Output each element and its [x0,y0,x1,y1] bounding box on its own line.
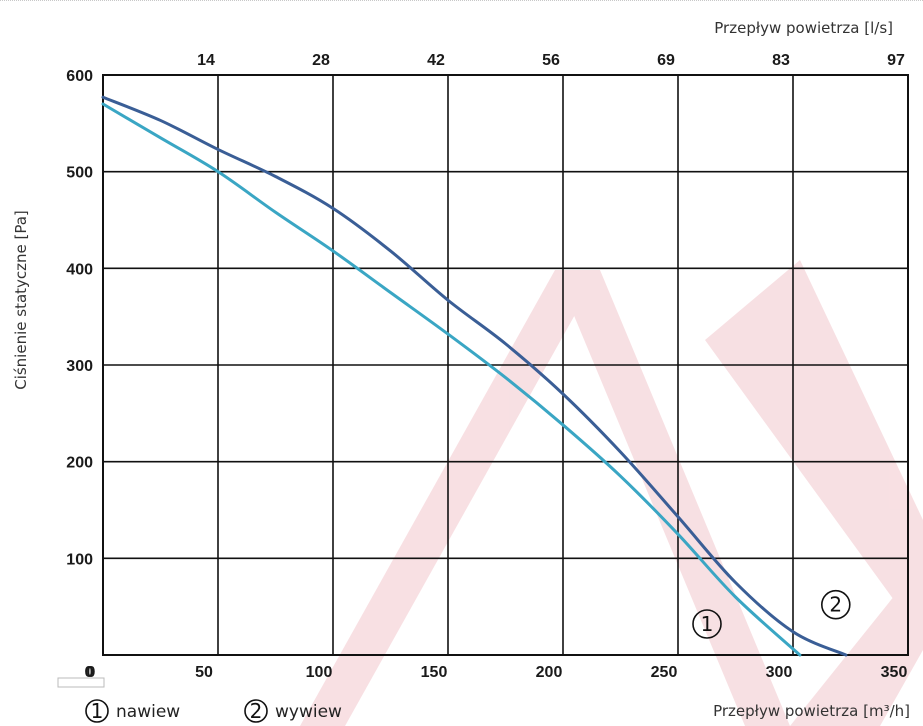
top-tick-label-97: 97 [887,52,905,69]
y-tick-label-300: 300 [66,358,93,375]
x-tick-label-50: 50 [195,664,213,681]
y-tick-label-400: 400 [66,261,93,278]
watermark-stroke-right [705,260,923,640]
top-tick-label-56: 56 [542,52,560,69]
top-tick-label-14: 14 [197,52,215,69]
series-layer: 12 [101,95,851,657]
y-tick-label-600: 600 [66,68,93,85]
x-tick-label-100: 100 [306,664,333,681]
watermark-stroke-mid [555,270,790,726]
x-tick-label-300: 300 [766,664,793,681]
x-tick-label-0: 0 [85,664,94,681]
curve-tag-nawiew: 1 [692,609,722,639]
curve-tag-number-2: 2 [829,593,842,617]
curve-tag-wywiew: 2 [820,589,851,620]
watermark-stroke-left [300,270,600,726]
legend-item-2-tag: 2 [250,699,263,723]
tick-labels: 0 50 100 150 200 250 300 3501002003004005006000… [66,52,907,681]
series-line-nawiew [101,102,802,657]
legend-item-2: 2 wywiew [244,699,342,723]
curve-tag-circle-1 [692,609,722,639]
legend-item-2-label: wywiew [275,702,342,722]
legend-item-1-label: nawiew [116,702,180,722]
top-tick-label-28: 28 [312,52,330,69]
x-tick-label-150: 150 [421,664,448,681]
top-axis-title: Przepływ powietrza [l/s] [714,19,893,37]
y-tick-label-200: 200 [66,455,93,472]
watermark [300,260,923,726]
y-axis-title: Ciśnienie statyczne [Pa] [12,210,30,390]
top-dotted-border [0,0,923,1]
x-tick-label-200: 200 [536,664,563,681]
top-tick-label-69: 69 [657,52,675,69]
bottom-axis-title: Przepływ powietrza [m³/h] [713,702,910,720]
scale-marker [57,677,105,688]
y-tick-label-0: 0 [87,664,96,681]
watermark-stroke-diag [790,560,923,726]
curve-tag-number-1: 1 [701,612,714,636]
curve-tag-circle-2 [820,589,851,620]
x-tick-label-350: 350 [881,664,908,681]
y-tick-label-100: 100 [66,551,93,568]
legend-item-1: 1 nawiew [85,699,180,723]
top-tick-label-83: 83 [772,52,790,69]
top-tick-label-42: 42 [427,52,445,69]
y-tick-label-500: 500 [66,165,93,182]
series-line-wywiew [101,95,848,657]
grid [102,74,909,656]
legend: 1 nawiew 2 wywiew [85,699,342,723]
legend-item-1-tag: 1 [91,699,104,723]
x-tick-label-250: 250 [651,664,678,681]
